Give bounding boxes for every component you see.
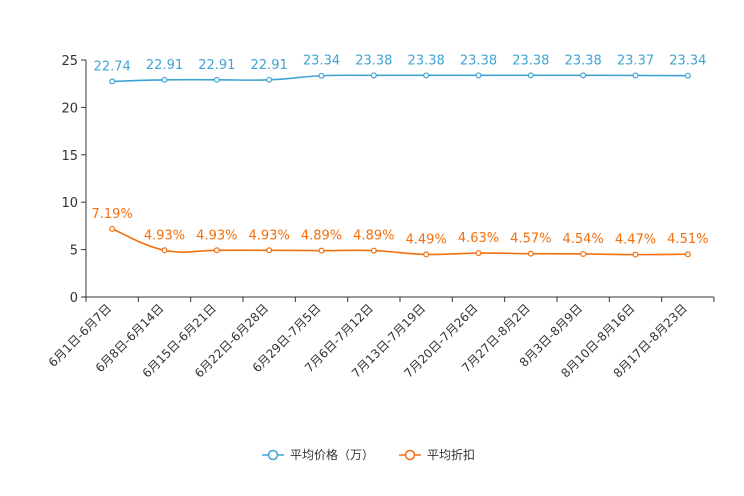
data-label: 23.38 (460, 53, 497, 68)
series-line (112, 74, 688, 83)
y-tick-label: 25 (61, 54, 78, 69)
y-tick-label: 20 (61, 101, 78, 116)
data-label: 4.93% (196, 228, 237, 243)
data-point (527, 72, 534, 79)
data-label: 23.38 (355, 53, 392, 68)
data-label: 4.89% (301, 229, 342, 244)
data-label: 23.38 (565, 53, 602, 68)
legend-label: 平均价格（万） (290, 447, 374, 462)
data-point (580, 250, 587, 257)
series-layer: 22.74 22.91 22.91 22.91 23.34 23.38 23.38 23.38… (92, 53, 708, 258)
data-label: 23.38 (408, 53, 445, 68)
data-label: 4.49% (406, 232, 447, 247)
legend-label: 平均折扣 (427, 447, 475, 462)
data-point (632, 72, 639, 79)
legend-item-1: 平均折扣 (399, 447, 475, 462)
legend-marker-icon (404, 449, 416, 461)
series-0: 22.74 22.91 22.91 22.91 23.34 23.38 23.38 23.38… (94, 53, 706, 85)
data-point (213, 247, 220, 254)
data-point (266, 76, 273, 83)
data-label: 23.37 (617, 53, 654, 68)
data-point (527, 250, 534, 257)
data-label: 4.93% (249, 228, 290, 243)
legend-item-0: 平均价格（万） (262, 447, 374, 462)
data-point (161, 76, 168, 83)
data-label: 4.57% (510, 232, 551, 247)
data-label: 4.51% (667, 232, 708, 247)
data-label: 4.47% (615, 233, 656, 248)
data-point (318, 72, 325, 79)
series-line (111, 228, 688, 256)
data-label: 4.63% (458, 231, 499, 246)
series-1: 7.19% 4.93% 4.93% 4.93% 4.89% 4.89% 4.49% 4.63%… (92, 207, 708, 258)
legend-marker-icon (267, 449, 279, 461)
data-label: 4.93% (144, 228, 185, 243)
data-point (580, 72, 587, 79)
data-label: 4.89% (353, 229, 394, 244)
data-point (109, 78, 116, 85)
data-point (684, 72, 691, 79)
data-label: 22.91 (251, 58, 288, 73)
data-point (161, 247, 168, 254)
data-label: 23.34 (303, 54, 340, 69)
data-point (109, 225, 116, 232)
data-label: 23.34 (669, 54, 706, 69)
data-label: 22.74 (94, 59, 131, 74)
data-point (684, 251, 691, 258)
y-tick-label: 10 (61, 196, 78, 211)
data-label: 7.19% (92, 207, 133, 222)
data-point (475, 250, 482, 257)
x-axis: 6月1日-6月7日6月8日-6月14日6月15日-6月21日6月22日-6月28… (46, 296, 715, 381)
data-point (632, 251, 639, 258)
data-point (266, 247, 273, 254)
y-axis: 0 5 10 15 20 25 (61, 54, 87, 306)
data-point (423, 251, 430, 258)
data-point (213, 76, 220, 83)
y-tick-label: 0 (70, 291, 78, 306)
data-point (370, 72, 377, 79)
y-tick-label: 5 (70, 244, 78, 259)
data-point (423, 72, 430, 79)
data-point (370, 247, 377, 254)
data-label: 23.38 (512, 53, 549, 68)
data-label: 22.91 (146, 58, 183, 73)
data-label: 4.54% (563, 232, 604, 247)
data-label: 22.91 (198, 58, 235, 73)
y-tick-label: 15 (61, 149, 78, 164)
data-point (318, 247, 325, 254)
legend: 平均价格（万） 平均折扣 (262, 447, 475, 462)
data-point (475, 72, 482, 79)
